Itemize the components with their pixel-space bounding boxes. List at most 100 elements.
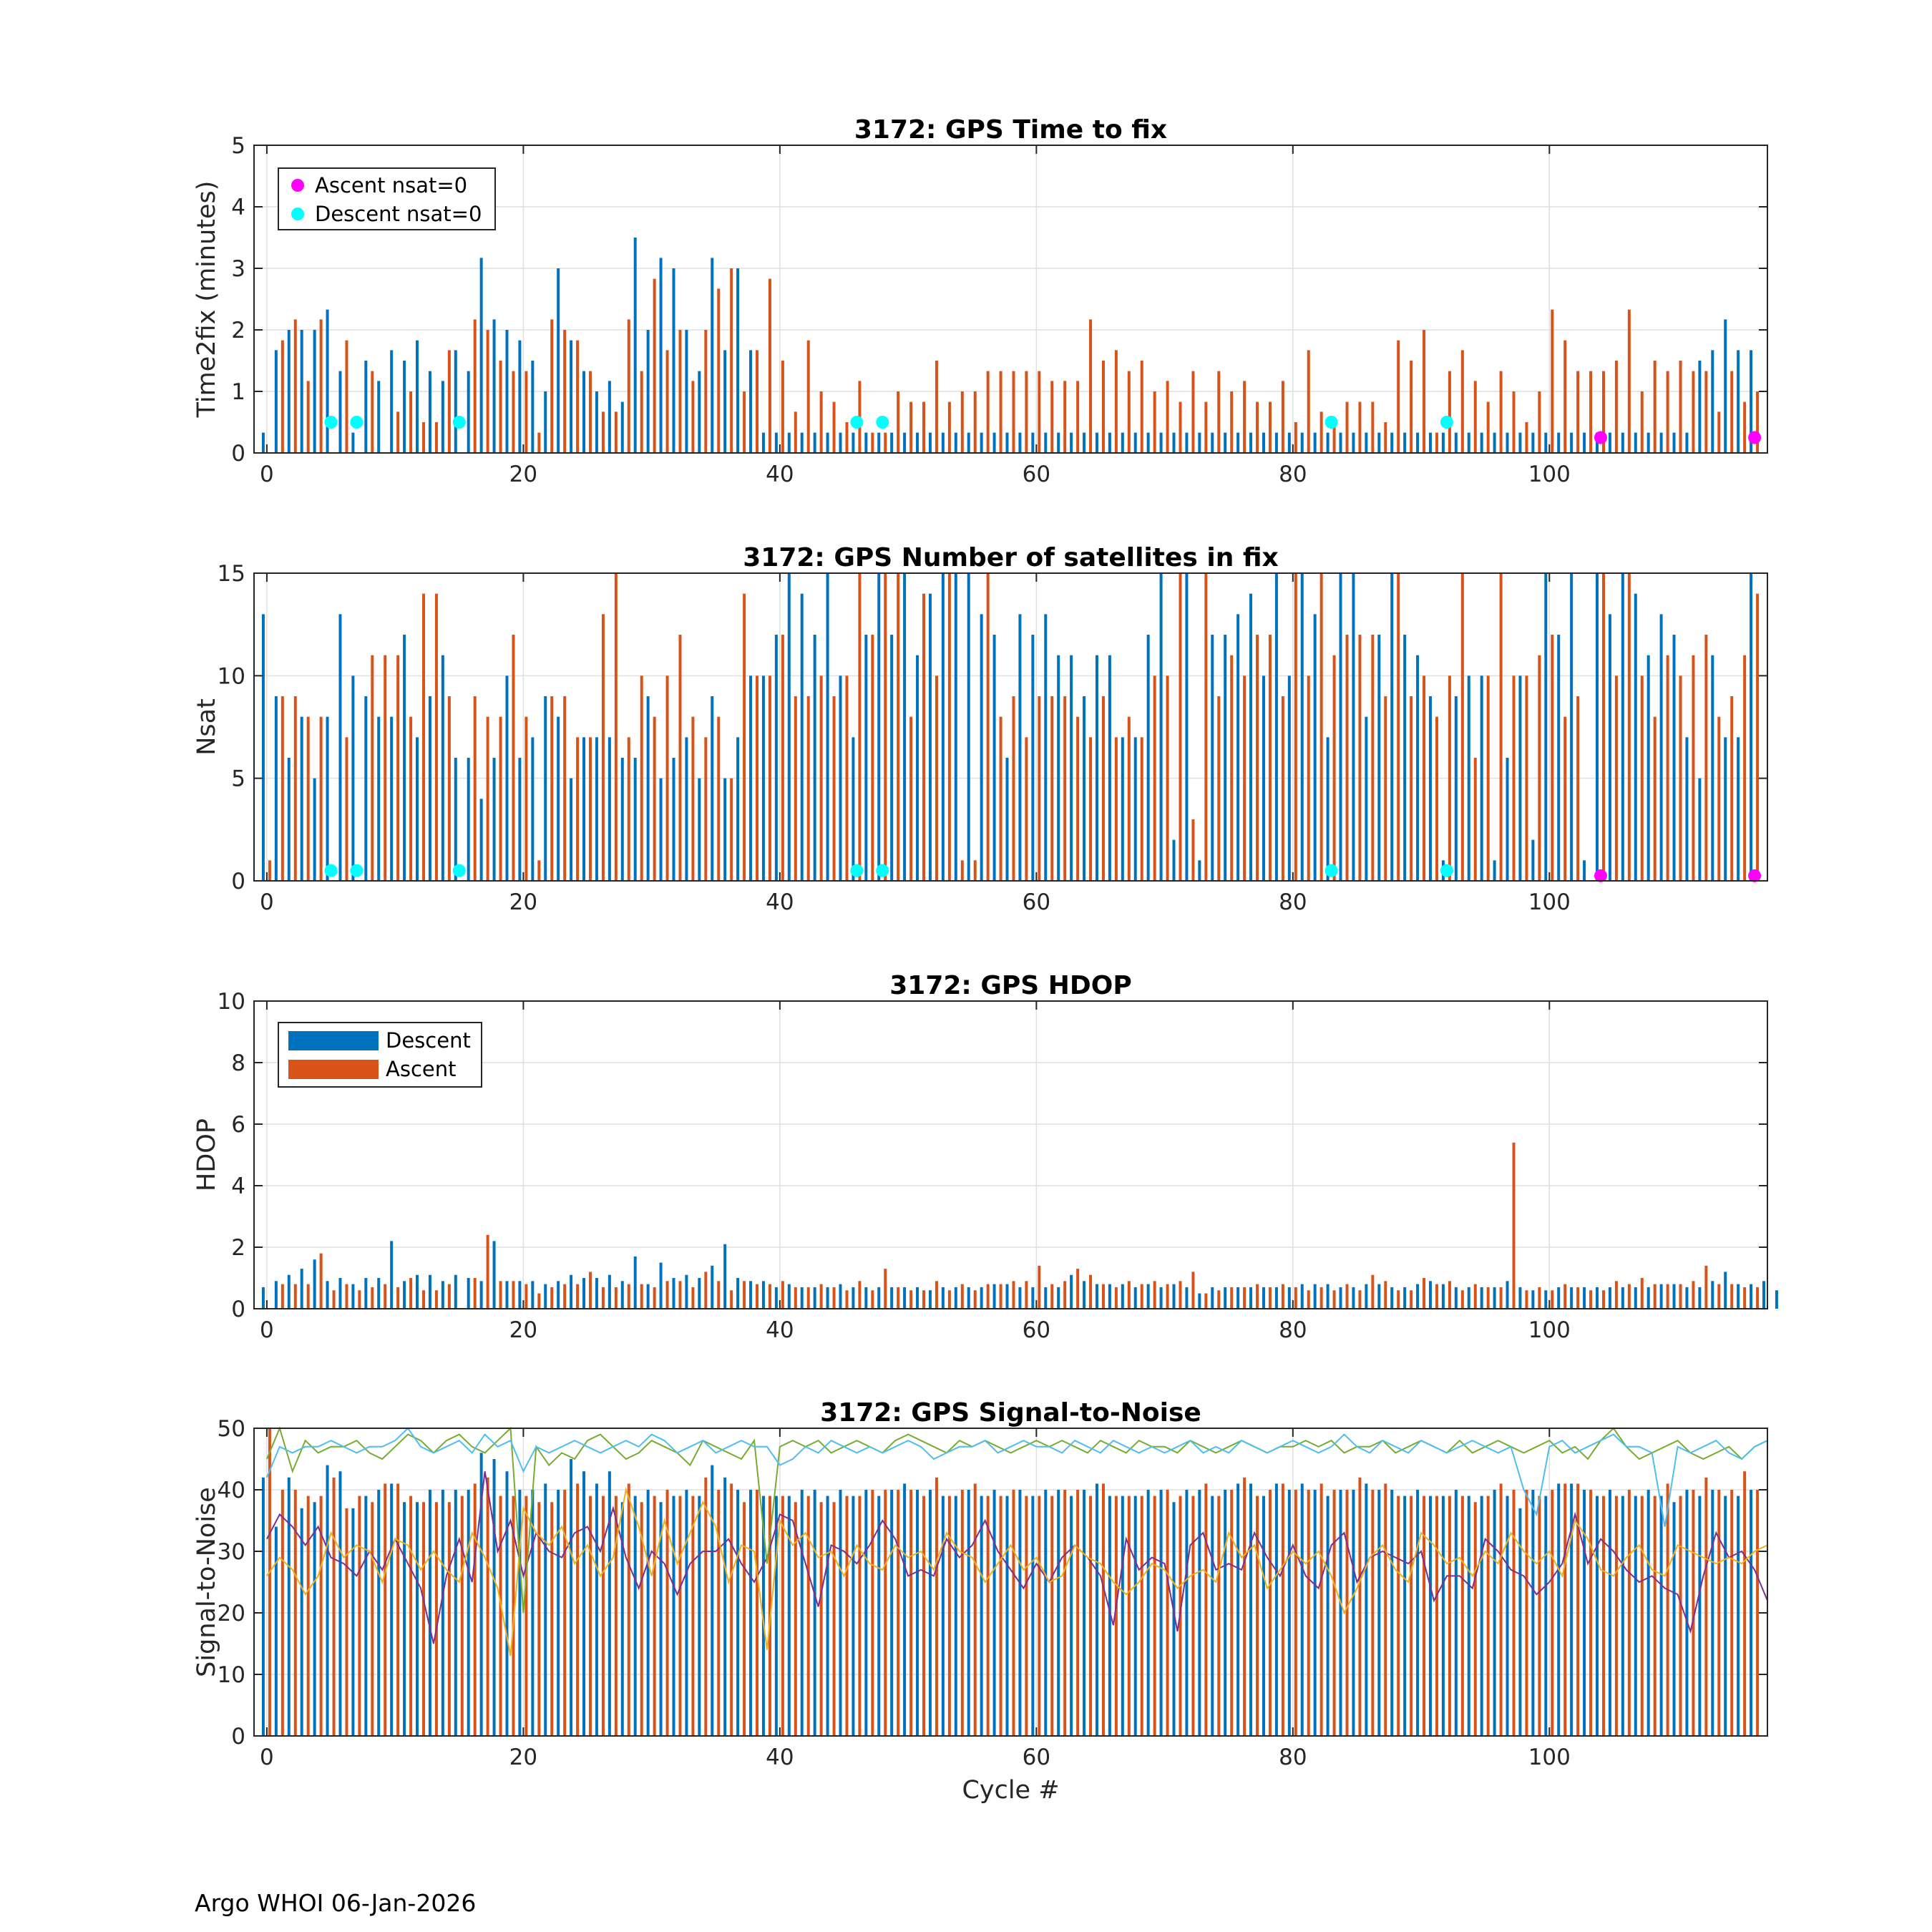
- bar-descent: [1711, 655, 1714, 881]
- legend-swatch: [288, 1031, 379, 1050]
- bar-ascent: [1730, 371, 1734, 453]
- bar-ascent: [1640, 391, 1644, 453]
- bar-descent: [1070, 1496, 1073, 1736]
- bar-ascent: [665, 675, 669, 881]
- bar-descent: [1711, 1281, 1714, 1309]
- bar-ascent: [1140, 1496, 1143, 1736]
- bar-ascent: [1666, 371, 1669, 453]
- bar-descent: [1313, 1284, 1317, 1309]
- bar-ascent: [781, 635, 784, 881]
- bar-descent: [1146, 635, 1150, 881]
- bar-descent: [1506, 1496, 1509, 1736]
- bar-ascent: [1576, 371, 1580, 453]
- bar-descent: [608, 1274, 611, 1309]
- bar-descent: [685, 1274, 688, 1309]
- bar-ascent: [665, 1281, 669, 1309]
- bar-descent: [492, 319, 496, 453]
- bar-ascent: [1423, 675, 1426, 881]
- bar-descent: [1159, 573, 1163, 881]
- marker-point: [1748, 869, 1762, 882]
- bar-descent: [749, 1490, 753, 1736]
- bar-descent: [1018, 1287, 1022, 1309]
- bar-descent: [1672, 432, 1676, 453]
- bar-ascent: [845, 675, 849, 881]
- bar-descent: [672, 1496, 675, 1736]
- bar-ascent: [640, 1502, 643, 1736]
- bar-ascent: [1204, 401, 1208, 453]
- bar-descent: [1159, 1287, 1163, 1309]
- bar-descent: [1236, 432, 1240, 453]
- bar-ascent: [1410, 1496, 1413, 1736]
- bar-descent: [1133, 432, 1137, 453]
- bar-descent: [1287, 432, 1291, 453]
- bar-descent: [364, 1496, 368, 1736]
- bar-ascent: [601, 614, 605, 881]
- x-tick-label: 60: [1023, 1317, 1050, 1343]
- axes-box: [253, 1428, 1768, 1737]
- y-tick-label: 50: [218, 1416, 245, 1442]
- bar-ascent: [806, 1287, 810, 1309]
- bar-descent: [916, 1490, 919, 1736]
- bar-descent: [787, 1284, 791, 1309]
- bar-descent: [992, 432, 996, 453]
- bar-ascent: [1743, 1471, 1747, 1736]
- bar-descent: [377, 381, 381, 453]
- bar-ascent: [1756, 1287, 1760, 1309]
- bar-descent: [1583, 432, 1586, 453]
- bar-ascent: [512, 371, 515, 453]
- bar-ascent: [1268, 635, 1272, 881]
- bar-ascent: [1486, 1496, 1490, 1736]
- bar-ascent: [1307, 1290, 1310, 1309]
- bar-descent: [954, 573, 957, 881]
- bar-ascent: [691, 716, 695, 881]
- bar-descent: [813, 1287, 816, 1309]
- bar-ascent: [1743, 401, 1747, 453]
- bar-descent: [467, 1490, 470, 1736]
- bar-descent: [1300, 432, 1304, 453]
- bar-descent: [1672, 635, 1676, 881]
- bar-ascent: [576, 1284, 580, 1309]
- bar-descent: [1493, 432, 1496, 453]
- bar-descent: [1249, 432, 1253, 453]
- bar-descent: [903, 1483, 907, 1736]
- bar-ascent: [434, 1502, 438, 1736]
- bar-descent: [1390, 432, 1394, 453]
- bar-descent: [1249, 1287, 1253, 1309]
- bar-descent: [351, 1284, 355, 1309]
- bar-descent: [595, 391, 598, 453]
- bar-descent: [903, 432, 907, 453]
- y-tick-label: 15: [218, 561, 245, 587]
- bar-descent: [1659, 1496, 1663, 1736]
- bar-descent: [826, 432, 829, 453]
- bar-descent: [1133, 1496, 1137, 1736]
- bar-descent: [1467, 1496, 1470, 1736]
- bar-descent: [685, 330, 688, 453]
- bar-ascent: [897, 391, 900, 453]
- marker-point: [350, 416, 364, 429]
- bar-descent: [1172, 432, 1176, 453]
- bar-descent: [1724, 319, 1727, 453]
- bar-ascent: [1563, 1284, 1567, 1309]
- marker-point: [1594, 431, 1607, 444]
- bar-descent: [736, 268, 740, 453]
- bar-descent: [1557, 1483, 1561, 1736]
- bar-ascent: [1614, 675, 1618, 881]
- bar-descent: [287, 1477, 291, 1736]
- bar-ascent: [1140, 1284, 1143, 1309]
- bar-ascent: [832, 696, 836, 881]
- bar-descent: [1108, 655, 1111, 881]
- bar-ascent: [409, 391, 413, 453]
- bar-descent: [1480, 432, 1483, 453]
- bar-ascent: [473, 1483, 477, 1736]
- bar-ascent: [909, 401, 913, 453]
- y-tick-label: 6: [231, 1112, 245, 1138]
- bar-ascent: [653, 278, 656, 453]
- marker-point: [876, 864, 889, 877]
- bar-ascent: [1319, 411, 1323, 453]
- bar-descent: [454, 1274, 457, 1309]
- bar-ascent: [640, 371, 643, 453]
- bar-ascent: [717, 716, 721, 881]
- marker-point: [1748, 431, 1762, 444]
- marker-point: [324, 416, 338, 429]
- bar-descent: [582, 1471, 586, 1736]
